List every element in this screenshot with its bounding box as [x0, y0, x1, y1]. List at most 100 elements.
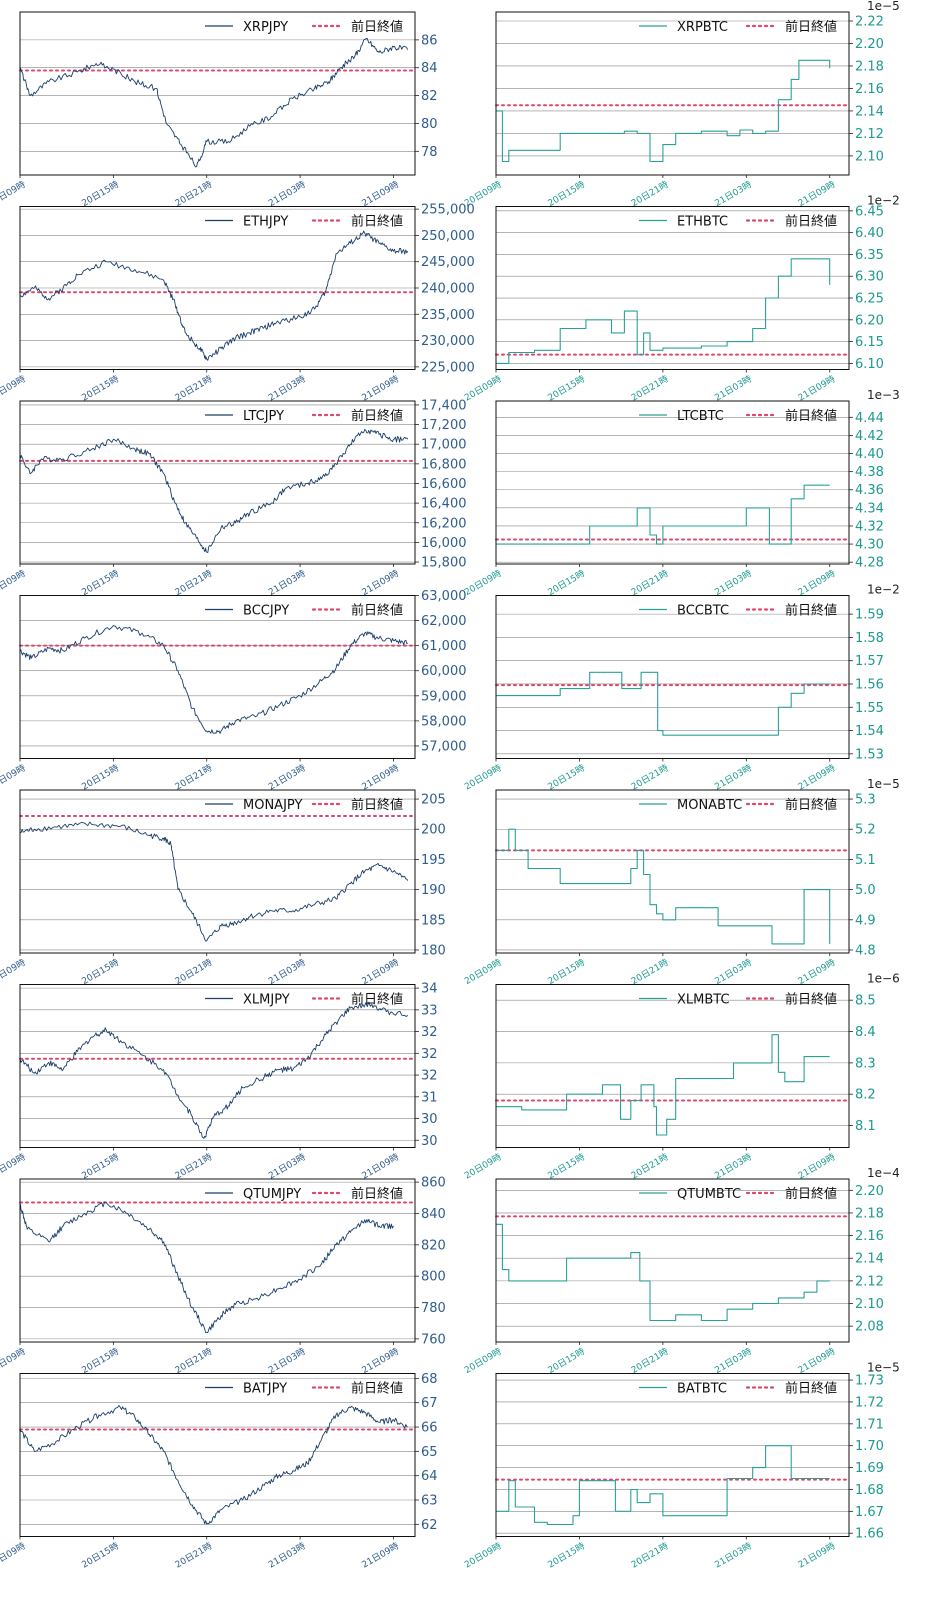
y-tick-label: 780 — [421, 1301, 446, 1316]
series-line-xlmbtc — [496, 1034, 830, 1136]
y-tick-label: 1.70 — [855, 1439, 884, 1454]
legend-ref-label: 前日終値 — [785, 992, 837, 1008]
y-tick-label: 65 — [421, 1445, 438, 1460]
y-tick-label: 84 — [421, 61, 438, 76]
axis-offset-label: 1e−6 — [867, 972, 900, 986]
y-tick-label: 230,000 — [421, 334, 475, 349]
legend-ref-label: 前日終値 — [351, 603, 403, 619]
x-tick-label: 21日09時 — [796, 179, 837, 209]
chart-bccjpy: 57,000 58,000 59,000 60,000 61,000 62,000 63,0… — [0, 589, 467, 793]
y-tick-label: 2.20 — [855, 37, 884, 52]
y-tick-label: 68 — [421, 1372, 438, 1387]
y-tick-label: 820 — [421, 1238, 446, 1253]
y-tick-label: 1.66 — [855, 1527, 884, 1542]
x-tick-label: 21日03時 — [713, 1541, 754, 1571]
x-tick-label: 20日21時 — [629, 374, 670, 404]
y-tick-label: 255,000 — [421, 203, 475, 218]
plot-frame — [495, 789, 850, 954]
chart-xrpjpy: 78 80 82 84 86 20日09時 20日15時 20日21時 21日03時 21日09時… — [0, 11, 438, 209]
y-tick-label: 59,000 — [421, 689, 467, 704]
x-tick-label: 20日21時 — [173, 1152, 214, 1182]
y-tick-label: 16,800 — [421, 457, 467, 472]
x-tick-label: 21日09時 — [360, 763, 401, 793]
legend-series-label: XRPJPY — [243, 20, 288, 35]
plot-frame — [19, 206, 416, 370]
y-tick-label: 8.3 — [855, 1056, 876, 1071]
series-line-qtumbtc — [496, 1223, 830, 1322]
x-tick-label: 21日03時 — [713, 179, 754, 209]
y-tick-label: 61,000 — [421, 639, 467, 654]
chart-monabtc: 4.8 4.9 5.0 5.1 5.2 5.3 20日09時 20日15時 20日21時 21日0… — [463, 777, 900, 987]
plot-frame — [19, 11, 416, 176]
y-tick-label: 63 — [421, 1494, 438, 1509]
x-tick-label: 21日09時 — [796, 1152, 837, 1182]
y-tick-label: 2.20 — [855, 1184, 884, 1199]
x-tick-label: 21日09時 — [360, 179, 401, 209]
x-tick-label: 20日15時 — [80, 374, 121, 404]
y-tick-label: 4.34 — [855, 501, 884, 516]
y-tick-label: 4.42 — [855, 429, 884, 444]
y-tick-label: 4.32 — [855, 519, 884, 534]
y-tick-label: 195 — [421, 853, 446, 868]
chart-bccbtc: 1.53 1.54 1.55 1.56 1.57 1.58 1.59 20日09時 20日15時… — [463, 583, 900, 793]
y-tick-label: 16,200 — [421, 516, 467, 531]
x-tick-label: 20日21時 — [629, 957, 670, 987]
x-tick-label: 20日21時 — [629, 568, 670, 598]
y-tick-label: 2.12 — [855, 1274, 884, 1289]
plot-frame — [495, 400, 850, 565]
y-tick-label: 6.10 — [855, 357, 884, 372]
x-tick-label: 20日21時 — [629, 1346, 670, 1376]
y-tick-label: 64 — [421, 1469, 438, 1484]
x-tick-label: 21日09時 — [360, 1346, 401, 1376]
legend-series-label: QTUMBTC — [677, 1187, 741, 1202]
y-tick-label: 180 — [421, 943, 446, 958]
y-tick-label: 1.56 — [855, 677, 884, 692]
x-tick-label: 20日15時 — [546, 568, 587, 598]
y-tick-label: 5.0 — [855, 883, 876, 898]
y-tick-label: 62 — [421, 1518, 438, 1533]
y-tick-label: 58,000 — [421, 714, 467, 729]
x-tick-label: 20日21時 — [173, 763, 214, 793]
x-tick-label: 20日09時 — [0, 179, 27, 209]
axis-offset-label: 1e−2 — [867, 583, 900, 597]
y-tick-label: 5.2 — [855, 823, 876, 838]
x-tick-label: 20日15時 — [546, 957, 587, 987]
x-tick-label: 21日09時 — [360, 568, 401, 598]
y-tick-label: 4.40 — [855, 447, 884, 462]
y-tick-label: 2.10 — [855, 149, 884, 164]
y-tick-label: 1.73 — [855, 1374, 884, 1389]
x-tick-label: 20日09時 — [463, 1346, 504, 1376]
x-tick-label: 20日15時 — [80, 1346, 121, 1376]
legend-ref-label: 前日終値 — [351, 1381, 403, 1397]
x-tick-label: 21日03時 — [267, 1541, 308, 1571]
legend-series-label: BCCJPY — [243, 604, 289, 619]
y-tick-label: 1.69 — [855, 1461, 884, 1476]
x-tick-label: 20日21時 — [173, 1346, 214, 1376]
y-tick-label: 200 — [421, 823, 446, 838]
y-tick-label: 15,800 — [421, 556, 467, 571]
y-tick-label: 32 — [421, 1025, 438, 1040]
x-tick-label: 21日03時 — [267, 1152, 308, 1182]
y-tick-label: 6.15 — [855, 335, 884, 350]
x-tick-label: 20日15時 — [80, 1152, 121, 1182]
series-line-ltcjpy — [19, 429, 409, 553]
y-tick-label: 66 — [421, 1421, 438, 1436]
chart-xlmbtc: 8.1 8.2 8.3 8.4 8.5 20日09時 20日15時 20日21時 21日03時 2… — [463, 972, 900, 1182]
y-tick-label: 1.54 — [855, 724, 884, 739]
y-tick-label: 2.18 — [855, 59, 884, 74]
series-line-bccjpy — [19, 625, 408, 734]
series-line-ethjpy — [19, 230, 409, 361]
x-tick-label: 20日09時 — [0, 1152, 27, 1182]
chart-batbtc: 1.66 1.67 1.68 1.69 1.70 1.71 1.72 1.73 20日09時 20… — [463, 1361, 900, 1571]
series-line-xrpjpy — [19, 37, 409, 168]
y-tick-label: 5.3 — [855, 793, 876, 808]
x-tick-label: 20日09時 — [463, 568, 504, 598]
y-tick-label: 2.14 — [855, 1252, 884, 1267]
axis-offset-label: 1e−5 — [867, 0, 900, 13]
y-tick-label: 6.35 — [855, 248, 884, 263]
y-tick-label: 250,000 — [421, 229, 475, 244]
x-tick-label: 21日03時 — [267, 374, 308, 404]
axis-offset-label: 1e−2 — [867, 194, 900, 208]
